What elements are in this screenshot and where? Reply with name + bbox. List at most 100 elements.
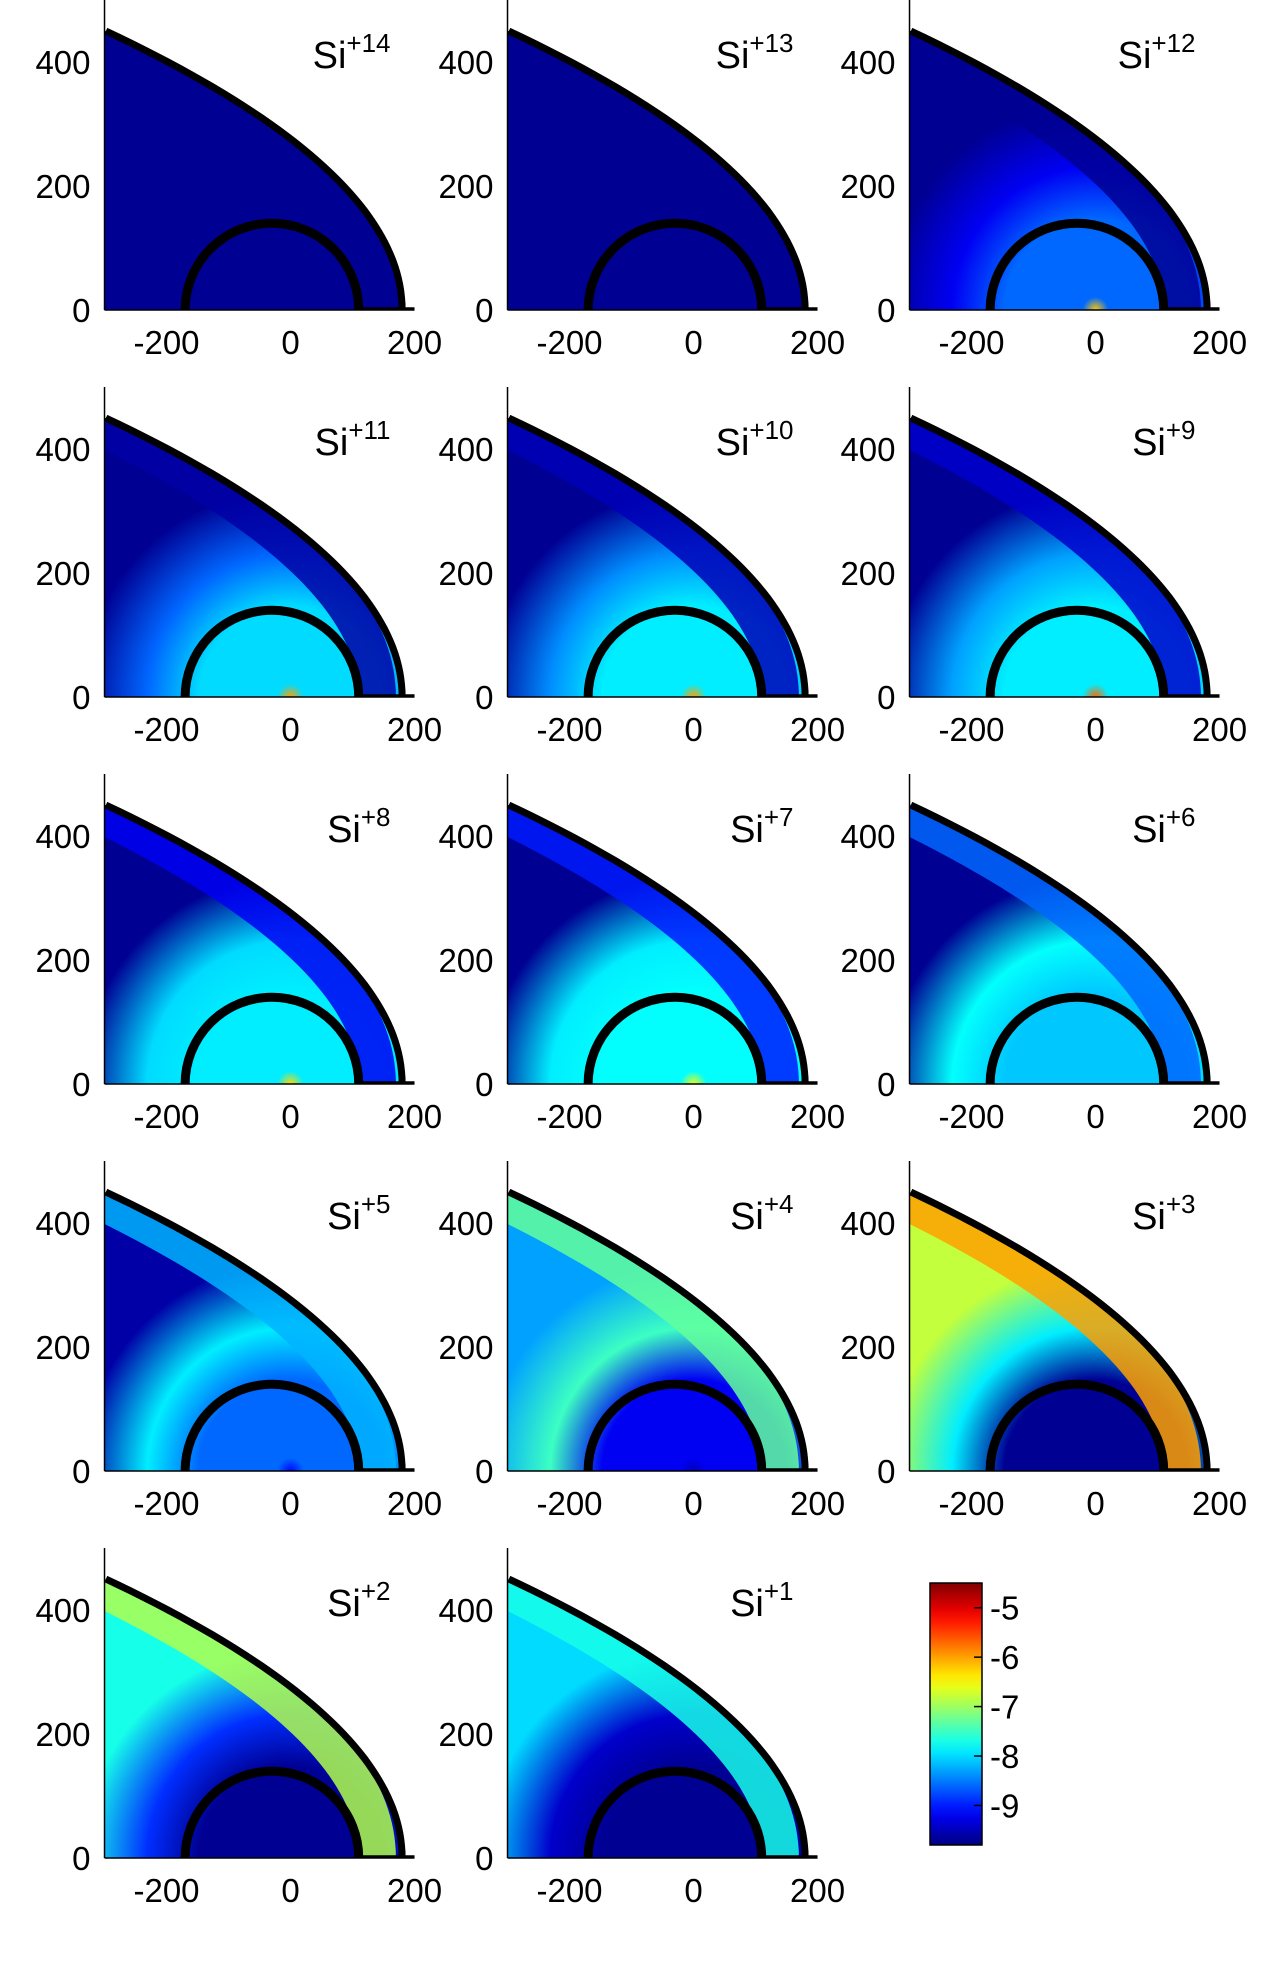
panel: 0 200 400 -200 0 200 Si+1 <box>438 1548 845 1909</box>
x-tick-label: -200 <box>938 711 1004 748</box>
panel: 0 200 400 -200 0 200 Si+12 <box>840 0 1247 361</box>
panel: 0 200 400 -200 0 200 Si+4 <box>438 1161 845 1522</box>
shock-band <box>909 1192 1201 1471</box>
y-tick-label: 200 <box>840 168 895 205</box>
y-tick-label: 400 <box>840 1205 895 1242</box>
x-tick-label: 200 <box>1192 324 1247 361</box>
x-tick-label: -200 <box>536 1872 602 1909</box>
y-tick-label: 200 <box>35 555 90 592</box>
shock-band <box>104 418 396 697</box>
colorbar-tick-label: -6 <box>990 1639 1019 1676</box>
inner-boundary <box>985 605 1169 698</box>
y-tick-label: 200 <box>840 942 895 979</box>
y-tick-label: 400 <box>438 1205 493 1242</box>
colorbar-tick-label: -8 <box>990 1738 1019 1775</box>
x-tick-label: -200 <box>133 711 199 748</box>
x-tick-label: 0 <box>1086 1485 1104 1522</box>
colorbar-tick-label: -9 <box>990 1787 1019 1824</box>
shock-band <box>507 1579 799 1858</box>
shock-band <box>909 418 1201 697</box>
y-tick-label: 400 <box>438 44 493 81</box>
y-tick-label: 0 <box>72 1453 90 1490</box>
x-tick-label: 200 <box>1192 711 1247 748</box>
outer-boundary <box>507 801 809 1085</box>
panel-label: Si+12 <box>1118 28 1196 77</box>
y-tick-label: 200 <box>35 1716 90 1753</box>
y-tick-label: 0 <box>475 1066 493 1103</box>
panel-label: Si+4 <box>730 1189 793 1238</box>
outer-boundary <box>909 414 1211 698</box>
panel-label: Si+7 <box>730 802 793 851</box>
inner-boundary <box>180 605 364 698</box>
panel-label: Si+8 <box>327 802 390 851</box>
outer-boundary <box>104 801 406 1085</box>
shock-band <box>909 805 1201 1084</box>
panel-grid: 0 200 400 -200 0 200 Si+14 0 200 400 -200 0 200 Si+13… <box>35 0 1247 1909</box>
x-tick-label: 200 <box>790 711 845 748</box>
panel: 0 200 400 -200 0 200 Si+6 <box>840 774 1247 1135</box>
panel-label: Si+2 <box>327 1576 390 1625</box>
x-tick-label: 0 <box>684 1872 702 1909</box>
outer-boundary <box>507 1575 809 1859</box>
shock-band <box>104 1192 396 1471</box>
x-tick-label: 200 <box>790 1485 845 1522</box>
x-tick-label: 200 <box>387 1872 442 1909</box>
x-tick-label: -200 <box>536 1098 602 1135</box>
shock-band <box>507 805 799 1084</box>
y-tick-label: 400 <box>35 44 90 81</box>
inner-boundary <box>583 1766 767 1859</box>
inner-boundary <box>180 1766 364 1859</box>
x-tick-label: 200 <box>790 1872 845 1909</box>
y-tick-label: 0 <box>877 292 895 329</box>
shock-band <box>104 31 396 310</box>
y-tick-label: 400 <box>438 431 493 468</box>
x-tick-label: 200 <box>387 1098 442 1135</box>
x-tick-label: 0 <box>684 711 702 748</box>
x-tick-label: -200 <box>938 1098 1004 1135</box>
panel-label: Si+11 <box>315 415 391 464</box>
x-tick-label: 0 <box>1086 1098 1104 1135</box>
shock-band <box>104 1579 396 1858</box>
x-tick-label: -200 <box>536 1485 602 1522</box>
y-tick-label: 400 <box>35 1205 90 1242</box>
panel: 0 200 400 -200 0 200 Si+3 <box>840 1161 1247 1522</box>
y-tick-label: 200 <box>840 555 895 592</box>
y-tick-label: 400 <box>840 818 895 855</box>
outer-boundary <box>507 414 809 698</box>
outer-boundary <box>104 1188 406 1472</box>
x-tick-label: 0 <box>684 1485 702 1522</box>
outer-boundary <box>104 1575 406 1859</box>
shock-band <box>909 31 1201 310</box>
panel-label: Si+6 <box>1132 802 1195 851</box>
colorbar-tick-label: -7 <box>990 1689 1019 1726</box>
y-tick-label: 200 <box>438 942 493 979</box>
x-tick-label: 200 <box>1192 1098 1247 1135</box>
outer-boundary <box>909 801 1211 1085</box>
y-tick-label: 400 <box>438 1592 493 1629</box>
shock-band <box>507 418 799 697</box>
panel: 0 200 400 -200 0 200 Si+8 <box>35 774 442 1135</box>
x-tick-label: -200 <box>133 324 199 361</box>
y-tick-label: 0 <box>475 679 493 716</box>
y-tick-label: 200 <box>438 555 493 592</box>
inner-boundary <box>180 1379 364 1472</box>
x-tick-label: 200 <box>1192 1485 1247 1522</box>
panel: 0 200 400 -200 0 200 Si+13 <box>438 0 845 361</box>
x-tick-label: 200 <box>790 1098 845 1135</box>
y-tick-label: 400 <box>438 818 493 855</box>
y-tick-label: 200 <box>840 1329 895 1366</box>
panel: 0 200 400 -200 0 200 Si+9 <box>840 387 1247 748</box>
inner-boundary <box>180 992 364 1085</box>
inner-boundary <box>583 1379 767 1472</box>
inner-boundary <box>583 992 767 1085</box>
x-tick-label: 0 <box>281 1872 299 1909</box>
y-tick-label: 200 <box>438 1329 493 1366</box>
inner-boundary <box>985 992 1169 1085</box>
y-tick-label: 0 <box>72 1840 90 1877</box>
y-tick-label: 0 <box>72 679 90 716</box>
outer-boundary <box>909 1188 1211 1472</box>
x-tick-label: -200 <box>133 1485 199 1522</box>
outer-boundary <box>507 27 809 311</box>
panel: 0 200 400 -200 0 200 Si+14 <box>35 0 442 361</box>
x-tick-label: 0 <box>281 324 299 361</box>
